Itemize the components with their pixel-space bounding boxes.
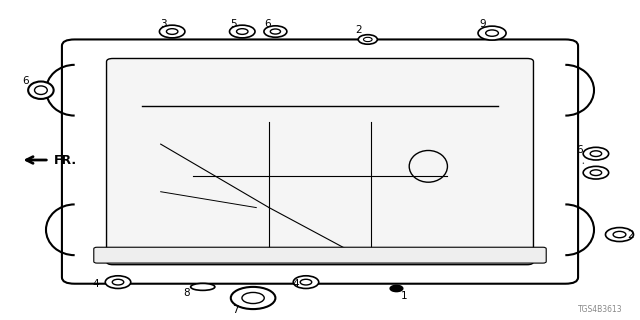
- Text: 2: 2: [628, 229, 634, 240]
- Circle shape: [390, 285, 403, 292]
- Text: 9: 9: [480, 19, 486, 28]
- Circle shape: [293, 276, 319, 288]
- FancyBboxPatch shape: [94, 247, 546, 263]
- Circle shape: [358, 35, 378, 44]
- Circle shape: [478, 26, 506, 40]
- Text: 3: 3: [161, 19, 167, 28]
- Circle shape: [583, 147, 609, 160]
- Text: 5: 5: [230, 19, 237, 28]
- Text: 6: 6: [22, 76, 29, 86]
- Text: 6: 6: [577, 146, 583, 156]
- Text: FR.: FR.: [54, 154, 77, 166]
- Text: 2: 2: [355, 25, 362, 35]
- FancyBboxPatch shape: [62, 39, 578, 284]
- Circle shape: [264, 26, 287, 37]
- Circle shape: [605, 228, 634, 242]
- Circle shape: [105, 276, 131, 288]
- Circle shape: [583, 166, 609, 179]
- Text: 4: 4: [92, 279, 99, 289]
- Text: 8: 8: [183, 288, 189, 298]
- Circle shape: [231, 287, 275, 309]
- Text: 4: 4: [292, 279, 299, 289]
- Text: 1: 1: [401, 291, 408, 301]
- Ellipse shape: [28, 82, 54, 99]
- Circle shape: [159, 25, 185, 38]
- FancyBboxPatch shape: [106, 59, 534, 265]
- Text: 6: 6: [264, 19, 271, 28]
- Text: 7: 7: [232, 305, 239, 315]
- Text: TGS4B3613: TGS4B3613: [578, 305, 623, 314]
- Ellipse shape: [191, 284, 215, 290]
- Circle shape: [230, 25, 255, 38]
